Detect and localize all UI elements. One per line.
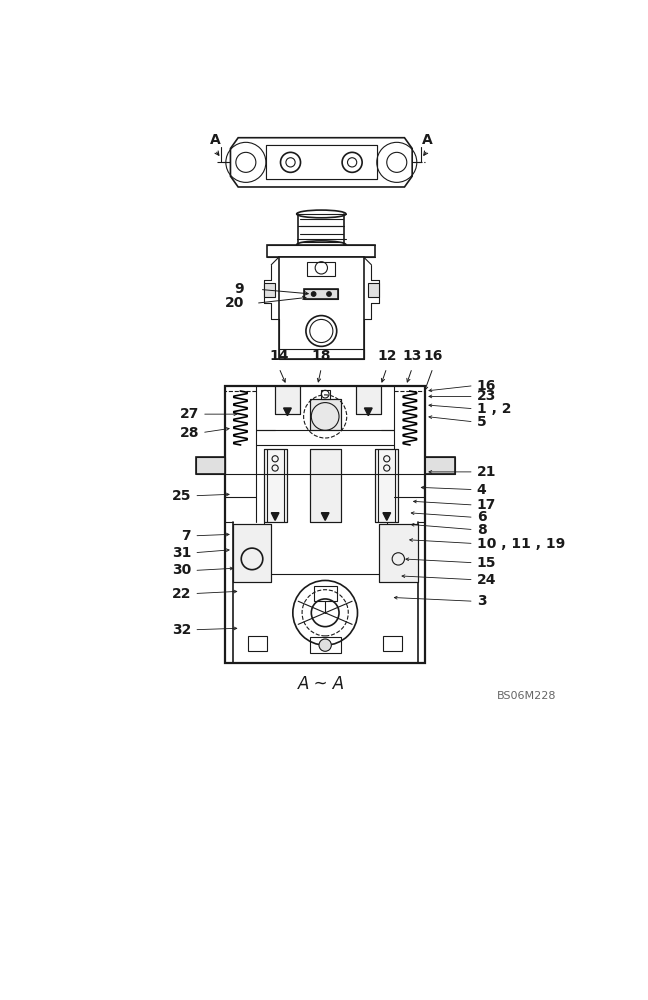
Text: 10 , 11 , 19: 10 , 11 , 19	[477, 536, 565, 550]
Bar	[379, 524, 417, 582]
Bar	[310, 399, 341, 430]
Text: 21: 21	[477, 465, 496, 479]
Bar	[305, 289, 338, 299]
Polygon shape	[321, 513, 329, 520]
Bar	[314, 586, 337, 601]
Text: 12: 12	[377, 349, 397, 363]
Bar	[310, 449, 341, 522]
Bar	[196, 457, 225, 474]
Text: 9: 9	[235, 282, 244, 296]
Text: 16: 16	[477, 379, 496, 393]
Bar	[367, 283, 379, 297]
Text: 25: 25	[172, 489, 191, 503]
Text: 30: 30	[172, 563, 191, 577]
Bar	[268, 245, 375, 257]
Text: 27: 27	[179, 407, 199, 421]
Text: BS06M228: BS06M228	[496, 691, 556, 701]
Bar	[233, 524, 272, 582]
Text: 15: 15	[477, 556, 496, 570]
Text: 16: 16	[423, 349, 443, 363]
Bar	[425, 457, 454, 474]
Bar	[375, 449, 399, 522]
Circle shape	[327, 292, 331, 296]
Polygon shape	[231, 138, 412, 187]
Bar	[375, 449, 399, 522]
Circle shape	[311, 292, 316, 296]
Text: A: A	[422, 133, 433, 147]
Bar	[383, 636, 402, 651]
Circle shape	[319, 639, 331, 651]
Polygon shape	[279, 257, 364, 359]
Bar	[196, 457, 225, 474]
Bar	[310, 449, 341, 522]
Text: 18: 18	[312, 349, 331, 363]
Polygon shape	[272, 513, 279, 520]
Text: 4: 4	[477, 483, 487, 497]
Text: 7: 7	[181, 529, 191, 543]
Bar	[279, 349, 364, 359]
Text: 13: 13	[402, 349, 422, 363]
Text: 28: 28	[179, 426, 199, 440]
Circle shape	[286, 158, 295, 167]
Text: 20: 20	[225, 296, 244, 310]
Text: 6: 6	[477, 510, 487, 524]
Text: A: A	[210, 133, 220, 147]
Bar	[425, 457, 454, 474]
Bar	[266, 145, 376, 179]
Bar	[310, 399, 341, 430]
Bar	[225, 386, 425, 663]
Bar	[305, 289, 338, 299]
Bar	[275, 386, 300, 414]
Text: 14: 14	[269, 349, 289, 363]
Text: 5: 5	[477, 415, 487, 429]
Bar	[233, 524, 272, 582]
Bar	[275, 386, 300, 414]
Text: 3: 3	[477, 594, 487, 608]
Text: 31: 31	[172, 546, 191, 560]
Polygon shape	[266, 145, 376, 179]
Polygon shape	[364, 408, 372, 416]
Text: 17: 17	[477, 498, 496, 512]
Text: 1 , 2: 1 , 2	[477, 402, 511, 416]
Bar	[310, 637, 341, 653]
Text: 23: 23	[477, 389, 496, 403]
Text: 22: 22	[172, 587, 191, 601]
Bar	[356, 386, 380, 414]
Bar	[248, 636, 268, 651]
Bar	[264, 449, 286, 522]
Bar	[307, 262, 335, 276]
Bar	[356, 386, 380, 414]
Bar	[264, 449, 286, 522]
Bar	[264, 283, 275, 297]
Text: A ~ A: A ~ A	[298, 675, 345, 693]
Polygon shape	[284, 408, 292, 416]
Bar	[379, 524, 417, 582]
Polygon shape	[383, 513, 391, 520]
Bar	[321, 389, 330, 399]
Text: 8: 8	[477, 523, 487, 537]
Circle shape	[347, 158, 357, 167]
Text: 32: 32	[172, 623, 191, 637]
Text: 24: 24	[477, 573, 496, 587]
